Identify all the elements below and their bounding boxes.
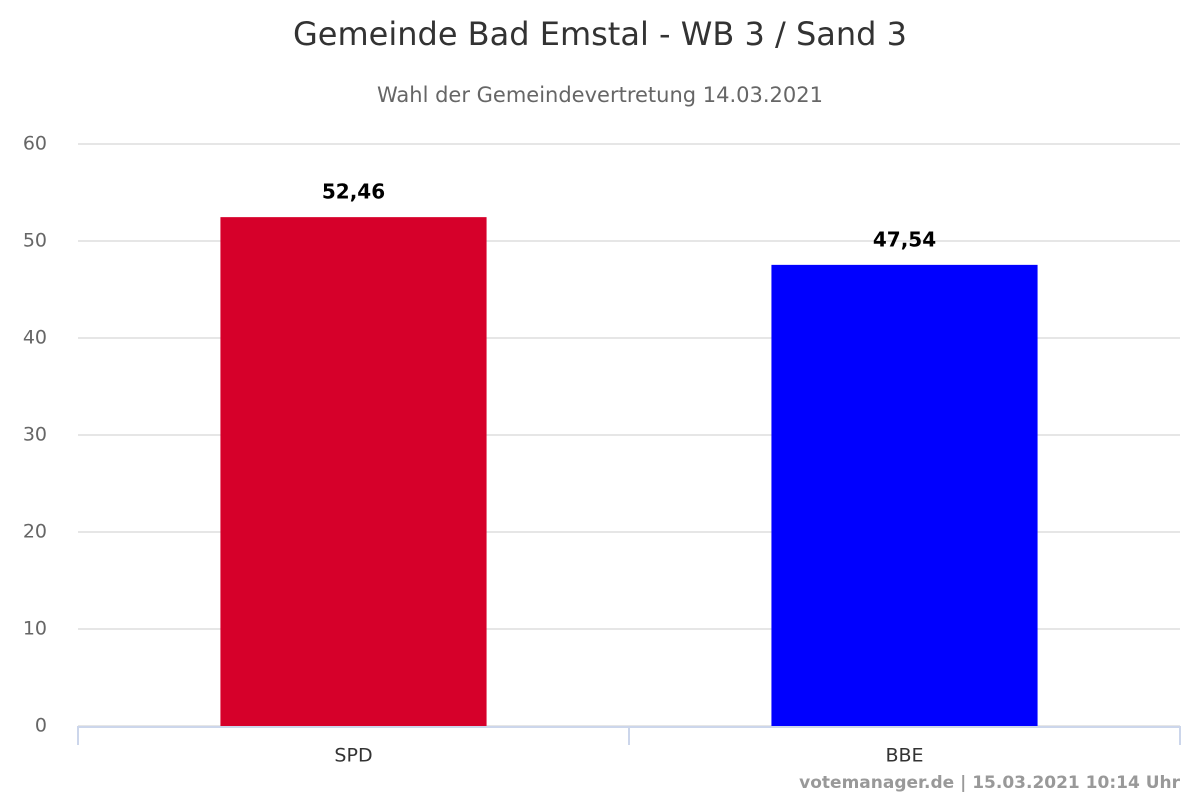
value-label: 52,46 <box>322 180 385 204</box>
bar <box>771 264 1038 726</box>
y-tick-label: 40 <box>23 327 47 349</box>
y-tick-label: 20 <box>23 521 47 543</box>
y-tick-label: 50 <box>23 230 47 252</box>
y-tick-label: 10 <box>23 618 47 640</box>
value-label: 47,54 <box>873 227 936 251</box>
chart-title: Gemeinde Bad Emstal - WB 3 / Sand 3 <box>293 15 907 53</box>
y-tick-label: 30 <box>23 424 47 446</box>
bar <box>220 217 487 726</box>
x-tick-label: SPD <box>334 745 372 767</box>
credits: votemanager.de | 15.03.2021 10:14 Uhr <box>799 773 1180 793</box>
y-tick-label: 0 <box>35 715 47 737</box>
chart-subtitle: Wahl der Gemeindevertretung 14.03.2021 <box>377 83 823 107</box>
x-tick-label: BBE <box>885 745 923 767</box>
y-tick-label: 60 <box>23 133 47 155</box>
